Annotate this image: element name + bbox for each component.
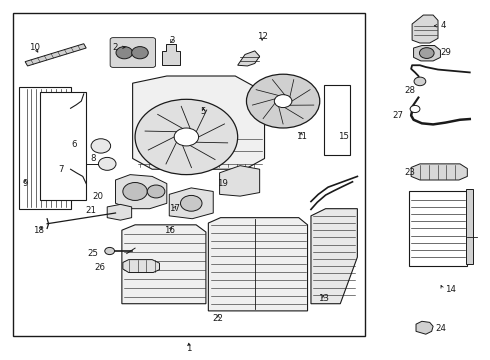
Bar — [466, 189, 473, 264]
Circle shape — [174, 128, 198, 146]
Polygon shape — [169, 188, 213, 219]
Polygon shape — [25, 44, 86, 66]
Text: 15: 15 — [338, 132, 349, 141]
Text: 19: 19 — [217, 179, 228, 188]
Text: 23: 23 — [404, 168, 415, 177]
Text: 16: 16 — [164, 226, 175, 235]
Text: 28: 28 — [404, 86, 415, 95]
Circle shape — [123, 183, 147, 201]
Text: 18: 18 — [33, 226, 44, 235]
Polygon shape — [208, 218, 308, 311]
Polygon shape — [411, 164, 467, 180]
Circle shape — [419, 48, 434, 58]
Text: 1: 1 — [186, 344, 192, 353]
Polygon shape — [311, 209, 357, 304]
Text: 17: 17 — [169, 204, 180, 213]
Circle shape — [91, 139, 111, 153]
Circle shape — [246, 74, 320, 128]
Polygon shape — [162, 44, 179, 65]
Text: 20: 20 — [92, 192, 103, 201]
Bar — [13, 13, 365, 336]
Text: 3: 3 — [169, 36, 174, 45]
Text: 10: 10 — [29, 43, 40, 52]
Circle shape — [135, 99, 238, 175]
Polygon shape — [416, 321, 433, 334]
Text: 25: 25 — [87, 249, 98, 258]
Text: 6: 6 — [71, 140, 76, 149]
Text: 24: 24 — [436, 324, 446, 333]
Text: 14: 14 — [445, 285, 456, 294]
Circle shape — [414, 77, 426, 86]
Text: 7: 7 — [59, 165, 64, 174]
Text: 2: 2 — [113, 43, 118, 52]
Text: 11: 11 — [295, 132, 307, 141]
Circle shape — [180, 195, 202, 211]
FancyBboxPatch shape — [110, 38, 156, 67]
Bar — [112, 39, 154, 66]
Polygon shape — [107, 204, 132, 220]
Text: 9: 9 — [23, 179, 28, 188]
Circle shape — [116, 46, 133, 59]
Circle shape — [274, 95, 292, 108]
Text: 4: 4 — [441, 21, 446, 30]
Bar — [19, 87, 71, 209]
Polygon shape — [122, 225, 206, 304]
Circle shape — [410, 105, 420, 113]
Polygon shape — [412, 15, 438, 43]
Text: 5: 5 — [201, 107, 206, 116]
Text: 8: 8 — [91, 154, 96, 163]
Text: 13: 13 — [318, 294, 329, 303]
Circle shape — [98, 157, 116, 170]
Polygon shape — [133, 76, 265, 169]
Polygon shape — [238, 51, 260, 66]
Polygon shape — [414, 45, 441, 61]
Circle shape — [147, 185, 165, 198]
Polygon shape — [123, 260, 159, 273]
Text: 29: 29 — [441, 48, 451, 57]
Bar — [40, 92, 86, 200]
Bar — [324, 85, 349, 155]
Text: 27: 27 — [393, 111, 404, 120]
Bar — [409, 191, 467, 266]
Circle shape — [105, 247, 115, 255]
Polygon shape — [116, 175, 167, 209]
Text: 22: 22 — [213, 314, 223, 323]
Text: 26: 26 — [95, 264, 106, 273]
Polygon shape — [220, 166, 260, 196]
Text: 21: 21 — [85, 206, 96, 215]
Text: 12: 12 — [257, 32, 268, 41]
Circle shape — [132, 46, 148, 59]
